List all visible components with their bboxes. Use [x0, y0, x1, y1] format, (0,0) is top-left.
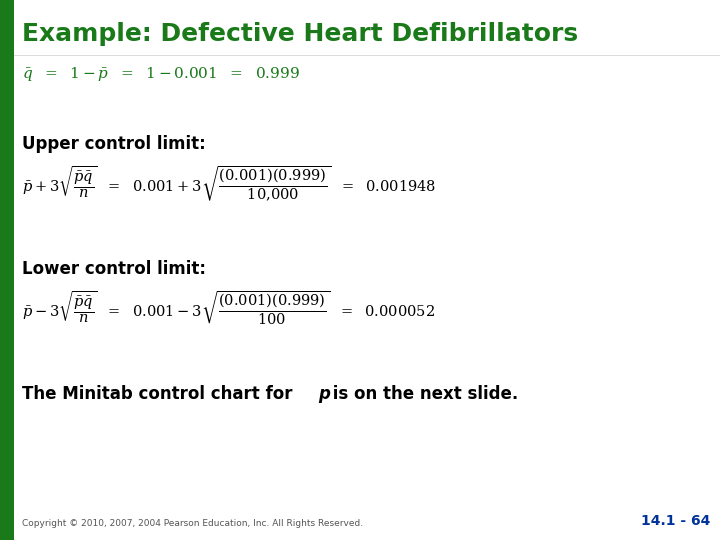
Text: is on the next slide.: is on the next slide. — [327, 385, 518, 403]
Text: $\bar{p}+3\sqrt{\dfrac{\bar{p}\bar{q}}{n}}\ \ =\ \ 0.001+3\sqrt{\dfrac{(0.001)(0: $\bar{p}+3\sqrt{\dfrac{\bar{p}\bar{q}}{n… — [22, 165, 436, 204]
Text: Copyright © 2010, 2007, 2004 Pearson Education, Inc. All Rights Reserved.: Copyright © 2010, 2007, 2004 Pearson Edu… — [22, 519, 363, 528]
Text: 14.1 - 64: 14.1 - 64 — [641, 514, 710, 528]
Text: Upper control limit:: Upper control limit: — [22, 135, 206, 153]
Text: $\bar{q}\ \ =\ \ 1-\bar{p}\ \ =\ \ 1-0.001\ \ =\ \ 0.999$: $\bar{q}\ \ =\ \ 1-\bar{p}\ \ =\ \ 1-0.0… — [22, 65, 300, 83]
Text: The Minitab control chart for: The Minitab control chart for — [22, 385, 298, 403]
Bar — [0, 0, 14, 540]
Text: Example: Defective Heart Defibrillators: Example: Defective Heart Defibrillators — [22, 22, 578, 46]
Text: p: p — [318, 385, 330, 403]
Text: Lower control limit:: Lower control limit: — [22, 260, 206, 278]
Text: $\bar{p}-3\sqrt{\dfrac{\bar{p}\bar{q}}{n}}\ \ =\ \ 0.001-3\sqrt{\dfrac{(0.001)(0: $\bar{p}-3\sqrt{\dfrac{\bar{p}\bar{q}}{n… — [22, 290, 435, 327]
